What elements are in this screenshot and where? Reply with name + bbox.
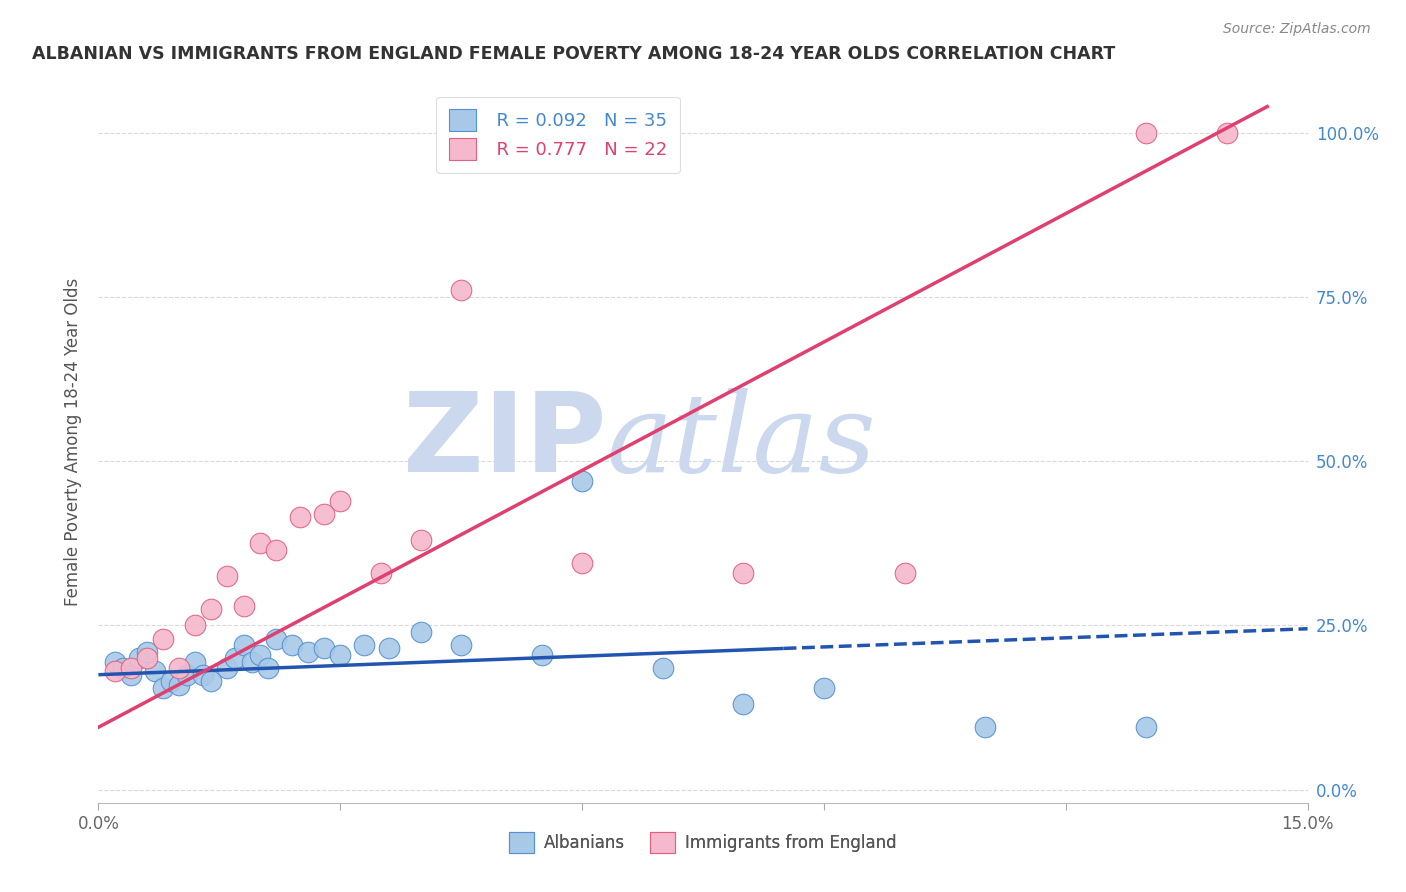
Y-axis label: Female Poverty Among 18-24 Year Olds: Female Poverty Among 18-24 Year Olds (63, 277, 82, 606)
Point (152, 632, 174, 646)
Point (184, 618, 207, 632)
Text: atlas: atlas (606, 388, 876, 495)
Point (103, 655, 125, 669)
Point (1135, 720, 1157, 734)
Point (103, 665, 125, 679)
Point (128, 651, 150, 665)
Point (377, 641, 399, 656)
Point (152, 681, 174, 695)
Point (353, 638, 375, 652)
Point (571, 556, 593, 570)
Point (120, 661, 142, 675)
Point (176, 667, 198, 681)
Point (288, 510, 311, 524)
Point (135, 651, 157, 665)
Point (1135, 126, 1157, 140)
Point (314, 641, 336, 656)
Point (167, 677, 190, 691)
Point (256, 661, 278, 675)
Point (160, 674, 183, 689)
Point (450, 638, 472, 652)
Point (733, 698, 755, 712)
Point (240, 655, 263, 669)
Point (813, 681, 835, 695)
Point (281, 638, 304, 652)
Point (135, 645, 157, 659)
Point (193, 667, 215, 681)
Point (217, 569, 239, 583)
Point (264, 632, 287, 646)
Point (409, 533, 432, 547)
Point (409, 625, 432, 640)
Point (450, 284, 472, 298)
Point (200, 674, 222, 689)
Point (893, 566, 915, 580)
Point (200, 602, 222, 616)
Point (297, 645, 319, 659)
Text: Source: ZipAtlas.com: Source: ZipAtlas.com (1223, 22, 1371, 37)
Legend: Albanians, Immigrants from England: Albanians, Immigrants from England (502, 826, 904, 860)
Point (733, 566, 755, 580)
Point (249, 648, 271, 662)
Point (974, 720, 997, 734)
Point (329, 493, 352, 508)
Point (249, 536, 271, 550)
Point (530, 648, 553, 662)
Point (167, 661, 190, 675)
Point (651, 661, 673, 675)
Point (120, 667, 142, 681)
Point (264, 542, 287, 557)
Point (232, 599, 254, 613)
Point (232, 638, 254, 652)
Point (111, 661, 134, 675)
Point (1216, 126, 1239, 140)
Point (143, 665, 166, 679)
Point (370, 566, 392, 580)
Point (184, 655, 207, 669)
Point (571, 474, 593, 488)
Point (217, 661, 239, 675)
Point (329, 648, 352, 662)
Text: ALBANIAN VS IMMIGRANTS FROM ENGLAND FEMALE POVERTY AMONG 18-24 YEAR OLDS CORRELA: ALBANIAN VS IMMIGRANTS FROM ENGLAND FEMA… (32, 45, 1115, 63)
Text: ZIP: ZIP (404, 388, 606, 495)
Point (224, 651, 246, 665)
Point (314, 507, 336, 521)
